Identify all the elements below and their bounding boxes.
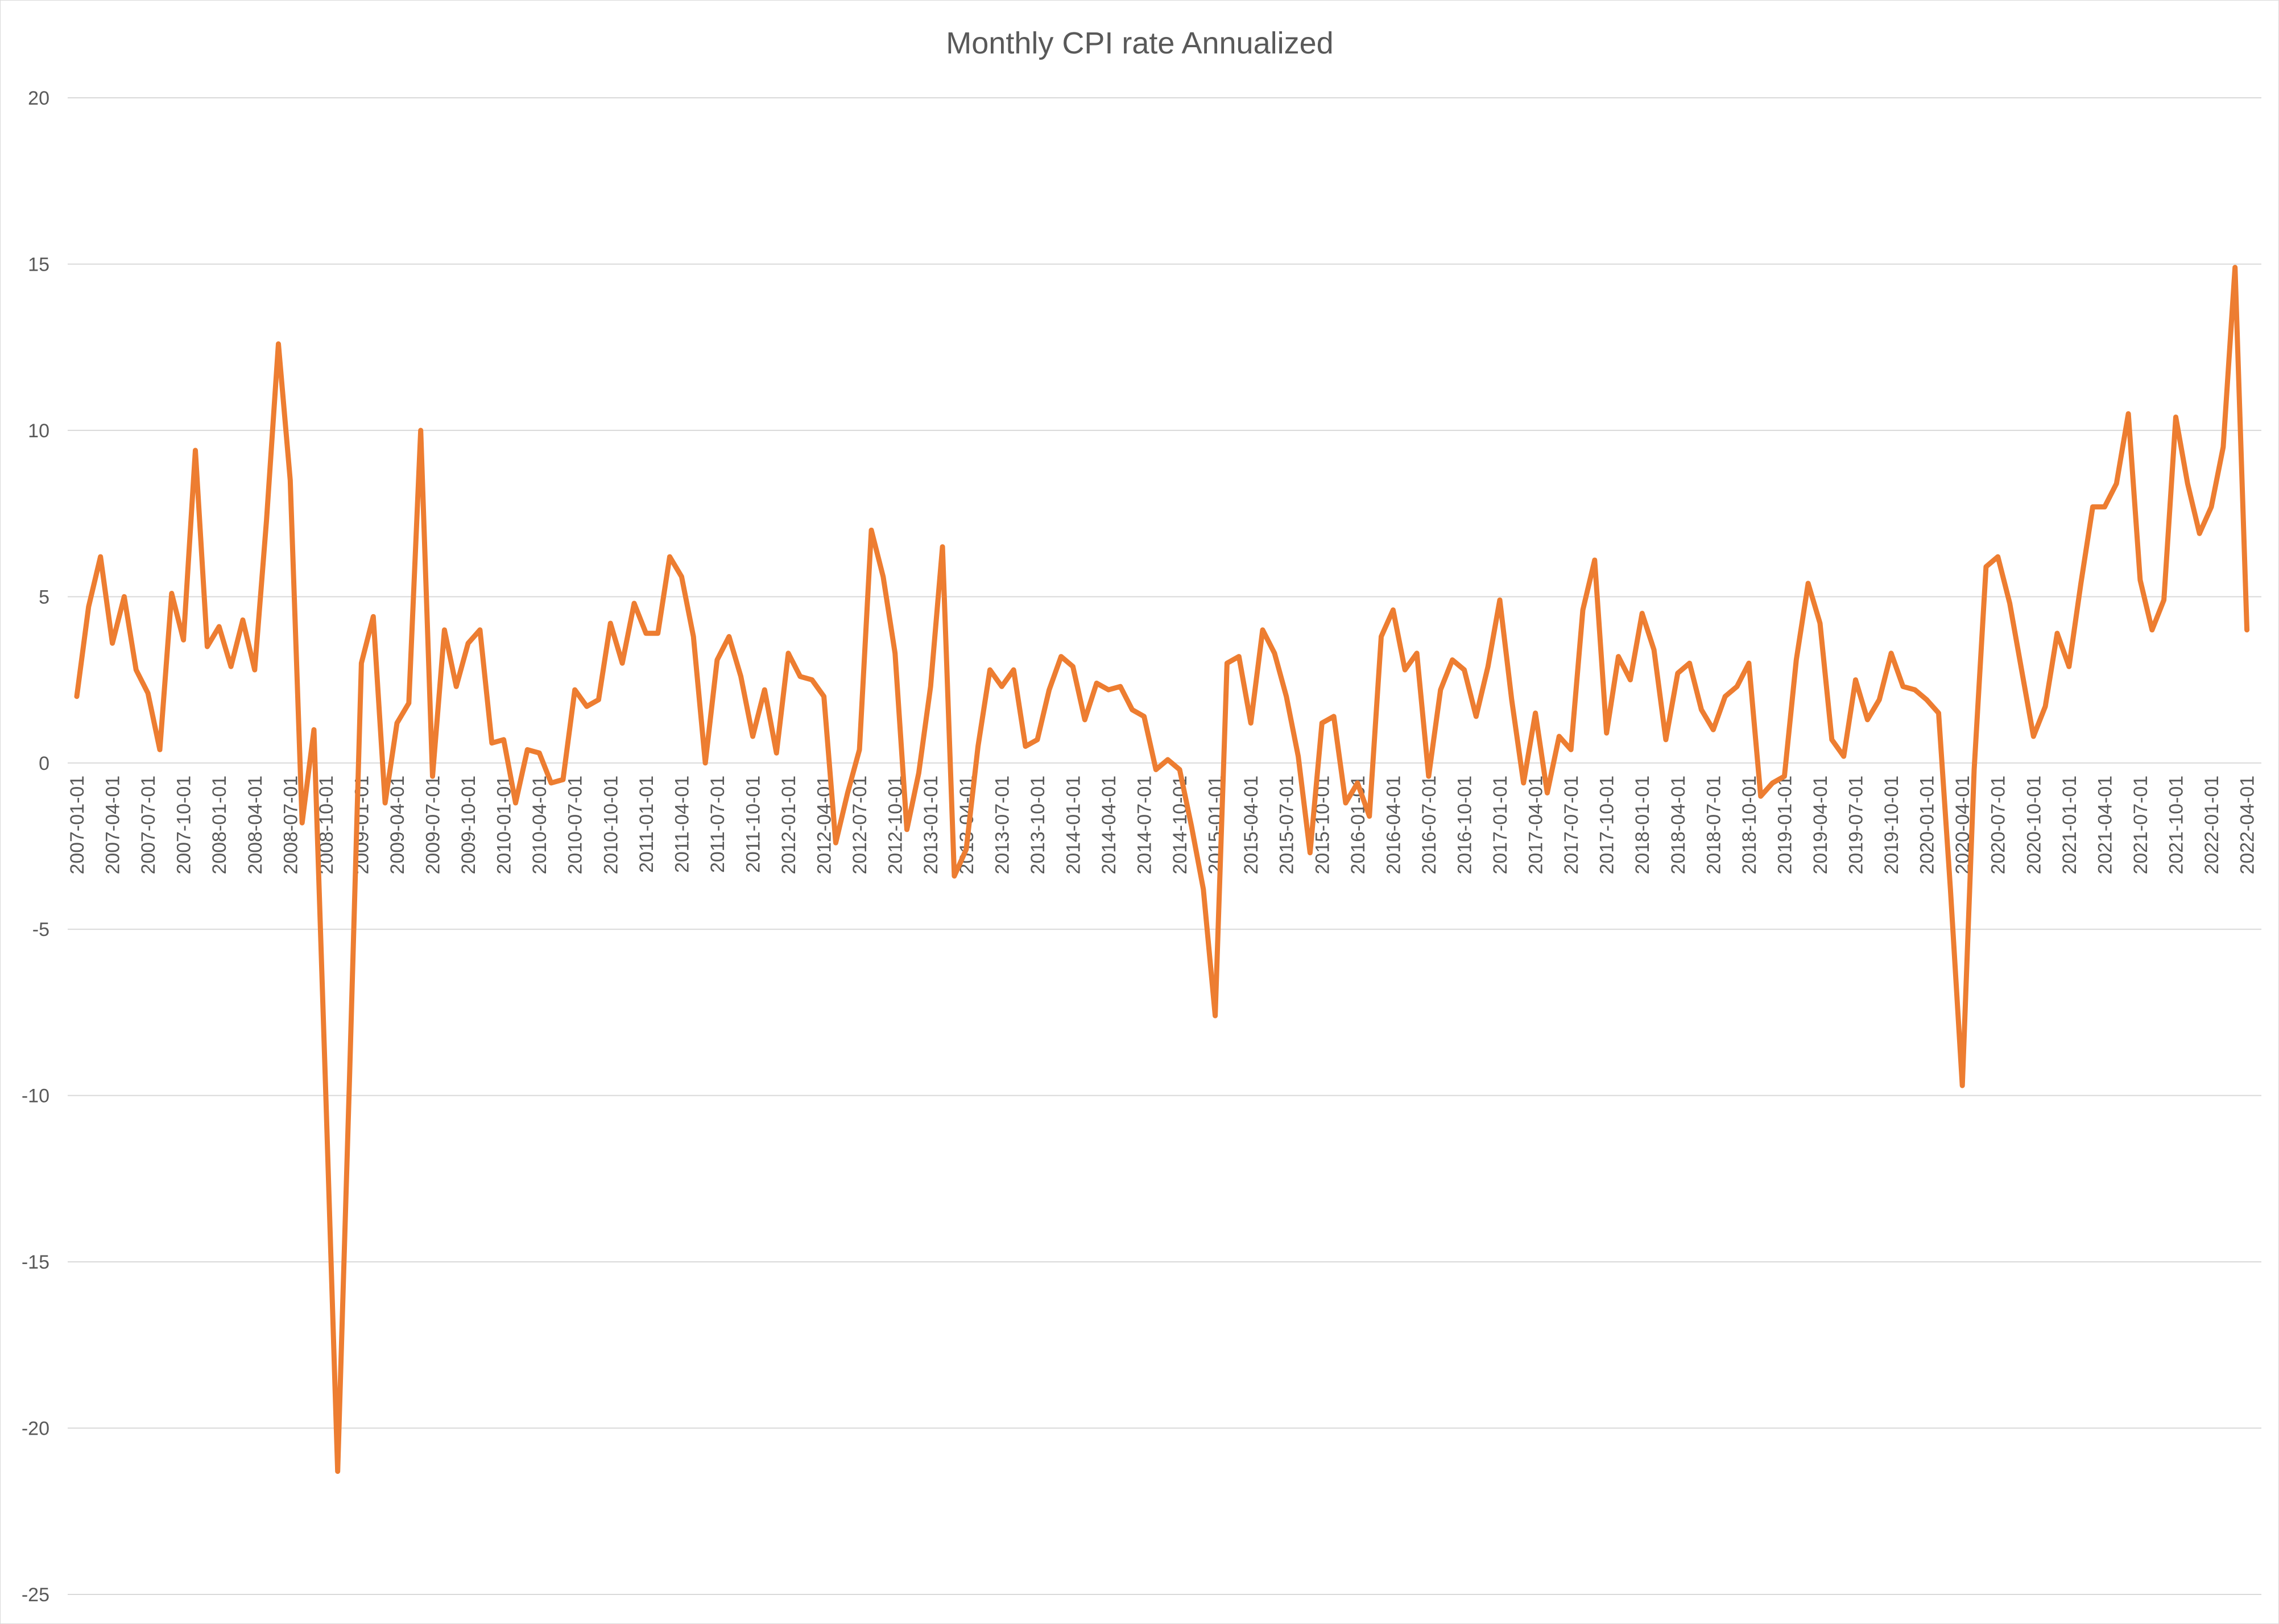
x-axis-tick-labels: 2007-01-01 2007-04-01 2007-07-01 2007-10-01… — [67, 776, 2259, 875]
x-tick-label: 2018-04-01 — [1668, 776, 1689, 875]
x-tick-label: 2013-07-01 — [991, 776, 1013, 875]
x-tick-label: 2017-01-01 — [1490, 776, 1511, 875]
x-tick-label: 2016-07-01 — [1418, 776, 1440, 875]
x-tick-label: 2018-07-01 — [1703, 776, 1724, 875]
x-tick-label: 2011-01-01 — [636, 776, 657, 873]
series-layer — [74, 264, 2250, 1474]
x-tick-label: 2013-10-01 — [1027, 776, 1049, 875]
y-tick-label: 0 — [39, 753, 49, 774]
x-tick-label: 2022-01-01 — [2201, 776, 2223, 875]
x-tick-label: 2021-01-01 — [2059, 776, 2081, 875]
x-tick-label: 2007-04-01 — [102, 776, 124, 875]
x-tick-label: 2011-07-01 — [707, 776, 729, 873]
x-tick-label: 2014-04-01 — [1098, 776, 1120, 875]
x-tick-label: 2009-10-01 — [458, 776, 479, 875]
x-tick-label: 2019-04-01 — [1810, 776, 1831, 875]
x-tick-label: 2010-04-01 — [529, 776, 551, 875]
y-tick-label: -15 — [22, 1252, 49, 1273]
x-tick-label: 2019-07-01 — [1846, 776, 1867, 875]
x-tick-label: 2012-07-01 — [849, 776, 871, 875]
x-tick-label: 2021-07-01 — [2130, 776, 2152, 875]
x-tick-label: 2008-04-01 — [245, 776, 266, 875]
y-tick-label: 10 — [28, 420, 49, 442]
x-tick-label: 2010-10-01 — [600, 776, 622, 875]
x-tick-label: 2007-01-01 — [67, 776, 88, 875]
y-axis-tick-labels: 20 15 10 5 0 -5 -10 -15 -20 -25 — [22, 88, 49, 1606]
y-tick-label: -25 — [22, 1584, 49, 1606]
x-tick-label: 2020-01-01 — [1917, 776, 1938, 875]
x-tick-label: 2015-04-01 — [1240, 776, 1262, 875]
y-tick-label: 20 — [28, 88, 49, 109]
x-tick-label: 2020-10-01 — [2023, 776, 2045, 875]
y-tick-label: 5 — [39, 586, 49, 608]
x-tick-label: 2019-10-01 — [1881, 776, 1902, 875]
chart-title: Monthly CPI rate Annualized — [946, 26, 1333, 60]
x-tick-label: 2018-01-01 — [1632, 776, 1653, 875]
y-tick-label: 15 — [28, 254, 49, 275]
x-tick-label: 2007-07-01 — [138, 776, 159, 875]
x-tick-label: 2008-07-01 — [280, 776, 301, 875]
x-tick-label: 2012-01-01 — [778, 776, 800, 875]
x-tick-label: 2011-10-01 — [742, 776, 764, 873]
x-tick-label: 2014-07-01 — [1134, 776, 1156, 875]
x-tick-label: 2014-10-01 — [1169, 776, 1191, 875]
x-tick-label: 2022-04-01 — [2237, 776, 2259, 875]
x-tick-label: 2007-10-01 — [173, 776, 195, 875]
y-tick-label: -10 — [22, 1086, 49, 1107]
x-tick-label: 2019-01-01 — [1774, 776, 1796, 875]
x-tick-label: 2020-07-01 — [1988, 776, 2009, 875]
x-tick-label: 2021-10-01 — [2165, 776, 2187, 875]
x-tick-label: 2021-04-01 — [2094, 776, 2116, 875]
x-tick-label: 2017-07-01 — [1561, 776, 1582, 875]
x-tick-label: 2011-04-01 — [671, 776, 693, 873]
x-tick-label: 2014-01-01 — [1062, 776, 1084, 875]
y-tick-label: -20 — [22, 1418, 49, 1440]
x-tick-label: 2008-01-01 — [209, 776, 230, 875]
x-tick-label: 2018-10-01 — [1739, 776, 1760, 875]
x-tick-label: 2016-04-01 — [1383, 776, 1404, 875]
x-tick-label: 2009-07-01 — [423, 776, 444, 875]
y-tick-label: -5 — [32, 919, 49, 941]
x-tick-label: 2016-10-01 — [1454, 776, 1475, 875]
x-tick-label: 2013-01-01 — [920, 776, 942, 875]
x-tick-label: 2017-04-01 — [1525, 776, 1547, 875]
x-tick-label: 2010-07-01 — [565, 776, 586, 875]
x-tick-label: 2017-10-01 — [1596, 776, 1618, 875]
series-line — [74, 264, 2250, 1474]
x-tick-label: 2015-07-01 — [1276, 776, 1298, 875]
x-tick-label: 2009-04-01 — [387, 776, 408, 875]
